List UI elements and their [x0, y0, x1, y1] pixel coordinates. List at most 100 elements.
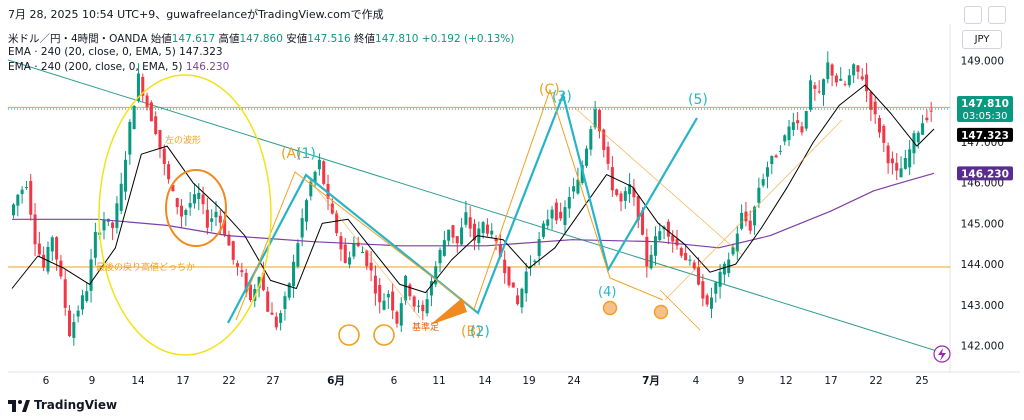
candle-body [718, 271, 722, 287]
ema200-legend[interactable]: EMA · 240 (200, close, 0, EMA, 5) 146.23… [8, 61, 230, 73]
x-tick-label: 9 [89, 375, 96, 387]
chart-annotation: 基準足 [412, 321, 439, 333]
candle-body [145, 95, 149, 107]
candle-body [903, 157, 907, 169]
price-label-text: 146.230 [961, 168, 1009, 180]
candle-body [201, 194, 205, 205]
candle-body [29, 180, 33, 215]
tradingview-logo[interactable]: TradingView [8, 398, 117, 412]
candle-body [352, 243, 356, 257]
candle-body [360, 252, 364, 254]
candle-body [537, 239, 541, 256]
candle-body [705, 295, 709, 305]
candle-body [649, 254, 653, 269]
x-tick-label: 17 [824, 375, 837, 387]
candle-body [227, 234, 231, 246]
candle-body [653, 236, 657, 256]
candle-body [438, 249, 442, 264]
candle-body [895, 162, 899, 171]
candle-body [404, 275, 408, 301]
candle-body [244, 272, 248, 292]
candle-body [33, 214, 37, 245]
candle-body [46, 246, 50, 272]
ema20-value: 147.323 [179, 46, 223, 58]
candle-body [791, 122, 795, 130]
candle-body [132, 106, 136, 130]
ema20-legend[interactable]: EMA · 240 (20, close, 0, EMA, 5) 147.323 [8, 46, 223, 58]
candle-body [834, 75, 838, 83]
y-tick-label: 143.000 [961, 300, 1004, 312]
candle-body [671, 235, 675, 242]
candle-body [610, 167, 614, 191]
candle-body [748, 220, 752, 231]
close-value: 147.810 [375, 33, 419, 45]
candle-body [141, 76, 145, 96]
candle-body [688, 259, 692, 261]
candle-body [765, 167, 769, 177]
candle-body [916, 132, 920, 143]
candle-body [886, 145, 890, 164]
candle-body [93, 231, 97, 258]
x-tick-label: 7月 [642, 375, 660, 387]
candle-body [852, 64, 856, 76]
fullscreen-button[interactable] [988, 6, 1006, 24]
candle-body [223, 219, 227, 236]
candle-body [257, 277, 261, 289]
candle-body [761, 179, 765, 186]
candle-body [72, 321, 76, 338]
candle-body [623, 191, 627, 201]
candle-body [37, 243, 41, 255]
candle-body [218, 215, 222, 223]
x-tick-label: 9 [738, 375, 745, 387]
candle-body [830, 64, 834, 76]
candle-body [800, 126, 804, 133]
x-tick-label: 22 [222, 375, 235, 387]
chart-annotation: (4) [598, 285, 616, 300]
x-tick-label: 25 [915, 375, 928, 387]
x-tick-label: 19 [522, 375, 535, 387]
candle-body [205, 209, 209, 228]
countdown-label: 03:05:30 [963, 111, 1008, 122]
candle-body [503, 259, 507, 274]
pattern-circle [165, 169, 227, 247]
candle-body [645, 236, 649, 267]
candle-body [774, 155, 778, 158]
candle-body [149, 102, 153, 122]
channel-line [574, 107, 743, 256]
channel-line [307, 177, 421, 319]
y-tick-label: 145.000 [961, 218, 1004, 230]
brand-label: TradingView [34, 398, 118, 412]
x-tick-label: 27 [266, 375, 279, 387]
candle-body [300, 218, 304, 238]
candle-body [520, 288, 524, 308]
candle-body [111, 222, 115, 229]
candle-body [460, 227, 464, 245]
candle-body [778, 150, 782, 152]
candle-body [399, 303, 403, 326]
descending-trendline [7, 59, 941, 353]
candle-body [317, 159, 321, 170]
candle-body [709, 297, 713, 309]
candle-body [214, 211, 218, 218]
currency-button[interactable]: JPY [962, 30, 1002, 49]
tradingview-logo-icon [8, 399, 30, 412]
candle-body [744, 211, 748, 222]
price-label-box [957, 127, 1013, 142]
candle-body [877, 117, 882, 133]
candle-body [382, 300, 386, 310]
x-tick-label: 6 [43, 375, 50, 387]
chart-annotation: (3) [552, 89, 572, 105]
candle-body [373, 275, 377, 294]
candle-body [50, 237, 54, 252]
snapshot-button[interactable] [964, 6, 982, 24]
low-circle [338, 324, 360, 346]
candle-body [68, 310, 72, 337]
candle-body [421, 304, 425, 312]
candle-body [158, 130, 162, 149]
candle-body [753, 206, 757, 226]
candle-body [240, 270, 244, 273]
candle-body [279, 313, 283, 323]
candle-body [119, 183, 123, 211]
